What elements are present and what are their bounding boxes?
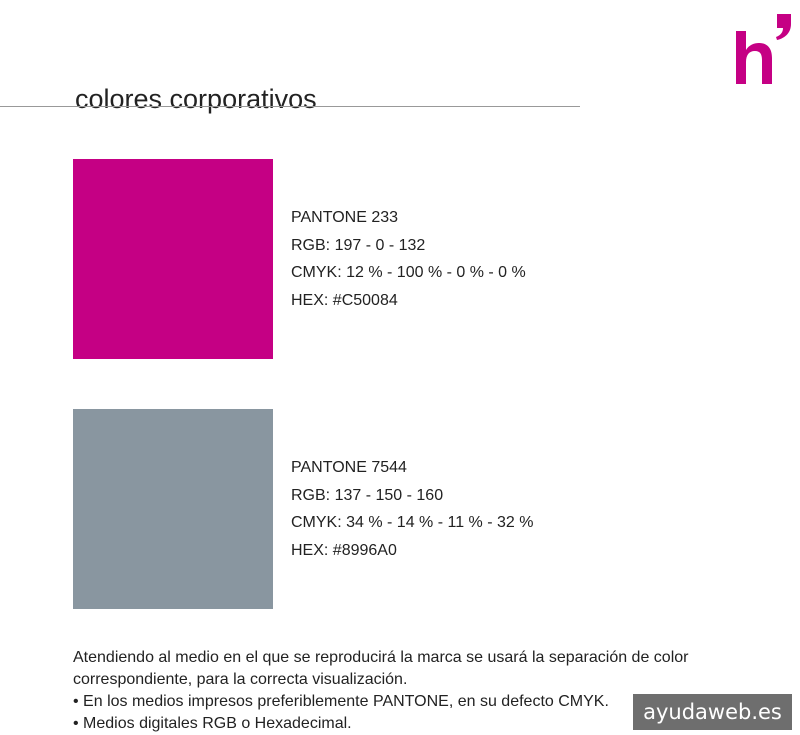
brand-logo xyxy=(736,14,791,84)
pantone-label: PANTONE 233 xyxy=(291,209,399,226)
title-divider xyxy=(0,106,580,107)
color-swatch-pantone-7544 xyxy=(73,409,273,609)
rgb-label: RGB: 137 - 150 - 160 xyxy=(291,486,444,504)
rgb-label: RGB: 197 - 0 - 132 xyxy=(291,236,426,254)
hex-label: HEX: #8996A0 xyxy=(291,541,397,559)
color-info-pantone-233: PANTONE 233 RGB: 197 - 0 - 132 CMYK: 12 … xyxy=(291,204,526,314)
usage-bullet: • En los medios impresos preferiblemente… xyxy=(73,693,609,710)
usage-bullet: • Medios digitales RGB o Hexadecimal. xyxy=(73,715,352,732)
cmyk-label: CMYK: 12 % - 100 % - 0 % - 0 % xyxy=(291,264,526,281)
page-title: colores corporativos xyxy=(75,84,317,115)
pantone-label: PANTONE 7544 xyxy=(291,459,407,476)
color-swatch-pantone-233 xyxy=(73,159,273,359)
color-info-pantone-7544: PANTONE 7544 RGB: 137 - 150 - 160 CMYK: … xyxy=(291,454,533,564)
usage-notes: Atendiendo al medio en el que se reprodu… xyxy=(73,647,793,735)
hex-label: HEX: #C50084 xyxy=(291,291,398,309)
cmyk-label: CMYK: 34 % - 14 % - 11 % - 32 % xyxy=(291,514,534,531)
watermark: ayudaweb.es xyxy=(633,694,792,730)
usage-intro: Atendiendo al medio en el que se reprodu… xyxy=(73,649,689,688)
